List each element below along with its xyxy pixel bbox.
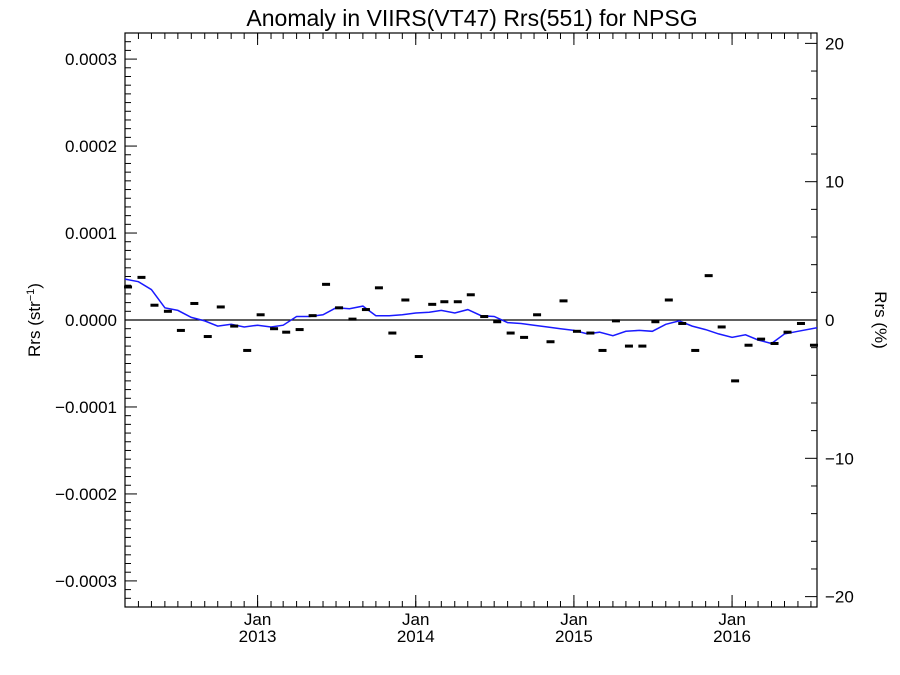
data-point [270, 327, 279, 331]
chart-title: Anomaly in VIIRS(VT47) Rrs(551) for NPSG [246, 5, 697, 31]
data-point [717, 325, 726, 329]
x-tick-month-label: Jan [402, 610, 429, 629]
data-point [348, 317, 357, 321]
left-axis-label-sup: −1 [25, 289, 37, 302]
x-tick-month-label: Jan [560, 610, 587, 629]
data-point [691, 348, 700, 352]
data-point [256, 313, 265, 317]
data-point [414, 355, 423, 359]
right-tick-label: 20 [825, 34, 844, 53]
left-tick-label: 0.0003 [65, 50, 117, 69]
x-tick-year-label: 2013 [239, 627, 277, 646]
data-point [586, 331, 595, 335]
data-point [809, 343, 818, 347]
left-axis-label: Rrs (str−1) [25, 283, 44, 357]
right-axis-label: Rrs (%) [871, 291, 890, 349]
data-point [308, 314, 317, 318]
data-point [546, 340, 555, 344]
data-point [388, 331, 397, 335]
data-point [216, 305, 225, 309]
data-point [678, 321, 687, 325]
data-point [176, 328, 185, 332]
data-point [466, 293, 475, 297]
data-point [230, 324, 239, 328]
data-point [453, 300, 462, 304]
data-point [744, 343, 753, 347]
x-tick-month-label: Jan [718, 610, 745, 629]
left-tick-label: 0.0002 [65, 137, 117, 156]
data-point [598, 348, 607, 352]
data-point [374, 286, 383, 290]
x-tick-month-label: Jan [244, 610, 271, 629]
data-point [124, 285, 133, 289]
series-line-group [124, 278, 818, 345]
right-tick-label: −10 [825, 449, 854, 468]
data-point [150, 303, 159, 307]
data-point [203, 335, 212, 339]
moving-average-line [124, 278, 818, 345]
data-point [559, 299, 568, 303]
x-tick-year-label: 2016 [713, 627, 751, 646]
data-point [770, 341, 779, 345]
data-point [651, 320, 660, 324]
data-point [137, 275, 146, 279]
data-point [506, 331, 515, 335]
data-point [638, 344, 647, 348]
right-tick-label: −20 [825, 588, 854, 607]
data-point [611, 319, 620, 323]
left-tick-label: −0.0001 [55, 398, 117, 417]
data-point [533, 313, 542, 317]
data-point [704, 274, 713, 278]
data-point [322, 282, 331, 286]
data-points-group [124, 274, 818, 383]
right-tick-label: 10 [825, 173, 844, 192]
data-point [783, 330, 792, 334]
left-tick-label: 0.0001 [65, 224, 117, 243]
left-tick-label: −0.0003 [55, 572, 117, 591]
right-y-axis: 20 10 0 −10 −20 [805, 34, 854, 607]
left-axis-label-close: ) [25, 283, 44, 289]
right-tick-label: 0 [825, 311, 834, 330]
data-point [401, 298, 410, 302]
data-point [243, 348, 252, 352]
data-point [731, 379, 740, 383]
x-tick-year-label: 2014 [397, 627, 435, 646]
data-point [757, 337, 766, 341]
data-point [480, 315, 489, 319]
data-point [190, 301, 199, 305]
data-point [796, 321, 805, 325]
data-point [428, 302, 437, 306]
data-point [440, 300, 449, 304]
data-point [295, 328, 304, 332]
x-tick-year-label: 2015 [555, 627, 593, 646]
left-y-axis: 0.0003 0.0002 0.0001 0.0000 −0.0001 −0.0002 −0… [55, 32, 137, 608]
data-point [282, 330, 291, 334]
data-point [361, 308, 370, 312]
data-point [572, 329, 581, 333]
left-tick-label: −0.0002 [55, 485, 117, 504]
data-point [335, 306, 344, 310]
data-point [520, 335, 529, 339]
left-tick-label: 0.0000 [65, 311, 117, 330]
data-point [493, 320, 502, 324]
left-axis-label-main: Rrs (str [25, 301, 44, 357]
data-point [664, 298, 673, 302]
data-point [624, 344, 633, 348]
data-point [163, 309, 172, 313]
